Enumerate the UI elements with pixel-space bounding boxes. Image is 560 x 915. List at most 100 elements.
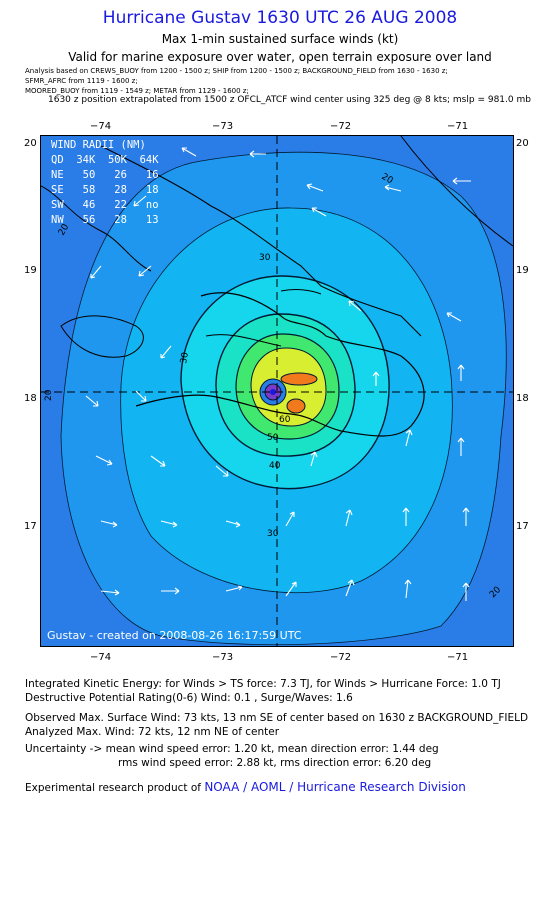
wind-arrow — [384, 184, 402, 192]
wind-radii-cell: 28 — [114, 214, 127, 226]
stats-analyzed-max: Analyzed Max. Wind: 72 kts, 12 nm NE of … — [25, 726, 280, 738]
wind-arrow — [181, 147, 197, 157]
coastline-jamaica — [60, 315, 144, 358]
wind-radii-cell: 22 — [114, 199, 127, 211]
wind-arrow — [95, 455, 113, 466]
wind-radii-cell: no — [145, 199, 159, 211]
contour-label: 60 — [279, 415, 291, 425]
wind-arrow — [457, 364, 465, 381]
contour-label: 40 — [269, 461, 281, 471]
stats-uncertainty-rms: rms wind speed error: 2.88 kt, rms direc… — [118, 757, 432, 769]
wind-arrow — [133, 195, 147, 207]
contour-label: 30 — [179, 351, 191, 364]
map-subtitle-exposure: Valid for marine exposure over water, op… — [68, 50, 492, 64]
lon-label-bottom-72: −72 — [330, 652, 352, 663]
coastline-hispaniola — [135, 292, 425, 437]
wind-radii-row-ne: NE — [51, 169, 64, 181]
wind-arrow — [100, 589, 120, 596]
wind-arrow — [446, 312, 462, 322]
lat-label-left-19: 19 — [24, 265, 37, 276]
coastline-tortuga — [280, 289, 322, 295]
lon-label-top-73: −73 — [212, 121, 234, 132]
noaa-link[interactable]: NOAA / AOML / Hurricane Research Divisio… — [204, 780, 466, 794]
wind-radii-header-50k: 50K — [107, 154, 127, 166]
wind-arrow — [225, 520, 241, 528]
wind-arrow — [462, 507, 470, 526]
wind-radii-table: WIND RADII (NM) QD 34K 50K 64K NE 50 26 … — [51, 138, 159, 228]
wind-arrow — [160, 520, 178, 528]
wind-radii-cell: 46 — [82, 199, 96, 211]
wind-arrow — [90, 265, 102, 279]
wind-radii-cell: 13 — [145, 214, 159, 226]
coastline-northeast — [400, 136, 513, 247]
lat-label-right-18: 18 — [516, 393, 529, 404]
wind-radii-cell: 58 — [82, 184, 96, 196]
lat-label-right-20: 20 — [516, 138, 529, 149]
map-title: Hurricane Gustav 1630 UTC 26 AUG 2008 — [102, 8, 458, 28]
wind-arrow — [372, 371, 380, 386]
footer-prefix: Experimental research product of — [25, 782, 201, 794]
position-line: 1630 z position extrapolated from 1500 z… — [48, 95, 531, 105]
wind-radii-row-sw: SW — [51, 199, 64, 211]
wind-arrow — [249, 150, 266, 158]
wind-radii-row-se: SE — [51, 184, 64, 196]
contour-label: 50 — [267, 433, 279, 443]
wind-radii-cell: 16 — [145, 169, 159, 181]
lat-label-left-17: 17 — [24, 521, 37, 532]
wind-radii-header-34k: 34K — [76, 154, 96, 166]
wind-arrow — [100, 520, 118, 528]
wind-arrows — [85, 147, 471, 601]
wind-arrow — [348, 300, 362, 312]
wind-arrow — [345, 509, 353, 527]
lat-label-left-20: 20 — [24, 138, 37, 149]
wind-arrow — [285, 581, 297, 597]
wind-field-svg: 20 20 20 20 30 30 30 40 50 60 — [41, 136, 513, 646]
wind-arrow — [225, 585, 243, 592]
wind-arrow — [404, 579, 412, 599]
contour-label: 20 — [44, 389, 54, 401]
wind-radii-cell: 28 — [114, 184, 127, 196]
wind-arrow — [161, 587, 180, 595]
wind-arrow — [160, 345, 172, 359]
wind-radii-cell: 50 — [82, 169, 96, 181]
lon-label-bottom-71: −71 — [447, 652, 469, 663]
lon-label-top-72: −72 — [330, 121, 352, 132]
coastline-gonave — [205, 334, 282, 347]
wind-arrow — [452, 177, 471, 185]
stats-ike: Integrated Kinetic Energy: for Winds > T… — [25, 678, 501, 690]
analysis-sources-line-2: SFMR_AFRC from 1119 - 1600 z; — [25, 77, 138, 85]
wind-field-map: 20 20 20 20 30 30 30 40 50 60 — [40, 135, 514, 647]
stats-dpr: Destructive Potential Rating(0-6) Wind: … — [25, 692, 353, 704]
wind-arrow — [215, 465, 229, 477]
wind-arrow — [462, 582, 470, 601]
wind-arrow — [405, 429, 413, 447]
eye-dot — [270, 389, 276, 395]
map-subtitle-units: Max 1-min sustained surface winds (kt) — [161, 32, 399, 46]
wind-arrow — [457, 437, 465, 456]
wind-arrow — [135, 390, 147, 402]
wind-radii-header-64k: 64K — [139, 154, 159, 166]
wind-radii-header-qd: QD — [51, 154, 64, 166]
wind-arrow — [138, 265, 152, 277]
contour-label: 30 — [259, 253, 271, 263]
lat-label-left-18: 18 — [24, 393, 37, 404]
stats-uncertainty-mean: Uncertainty -> mean wind speed error: 1.… — [25, 743, 439, 755]
wind-arrow — [310, 451, 318, 467]
lon-label-bottom-73: −73 — [212, 652, 234, 663]
wind-arrow — [345, 579, 355, 597]
stats-observed-max: Observed Max. Surface Wind: 73 kts, 13 n… — [25, 712, 529, 724]
wind-arrow — [150, 455, 166, 467]
wind-arrow — [285, 511, 295, 527]
wind-band-inner — [250, 347, 327, 427]
coastline-cuba — [100, 145, 422, 337]
coastline-cuba-west — [41, 185, 152, 272]
footer-credit: Experimental research product of NOAA / … — [25, 780, 466, 794]
contour-label: 30 — [267, 529, 279, 539]
wind-core-north — [280, 372, 318, 386]
lat-label-right-17: 17 — [516, 521, 529, 532]
analysis-sources-line-1: Analysis based on CREWS_BUOY from 1200 -… — [25, 67, 448, 75]
map-credit: Gustav - created on 2008-08-26 16:17:59 … — [47, 629, 302, 642]
wind-core-max — [286, 398, 306, 414]
wind-radii-cell: 26 — [114, 169, 127, 181]
wind-arrow — [306, 183, 324, 192]
